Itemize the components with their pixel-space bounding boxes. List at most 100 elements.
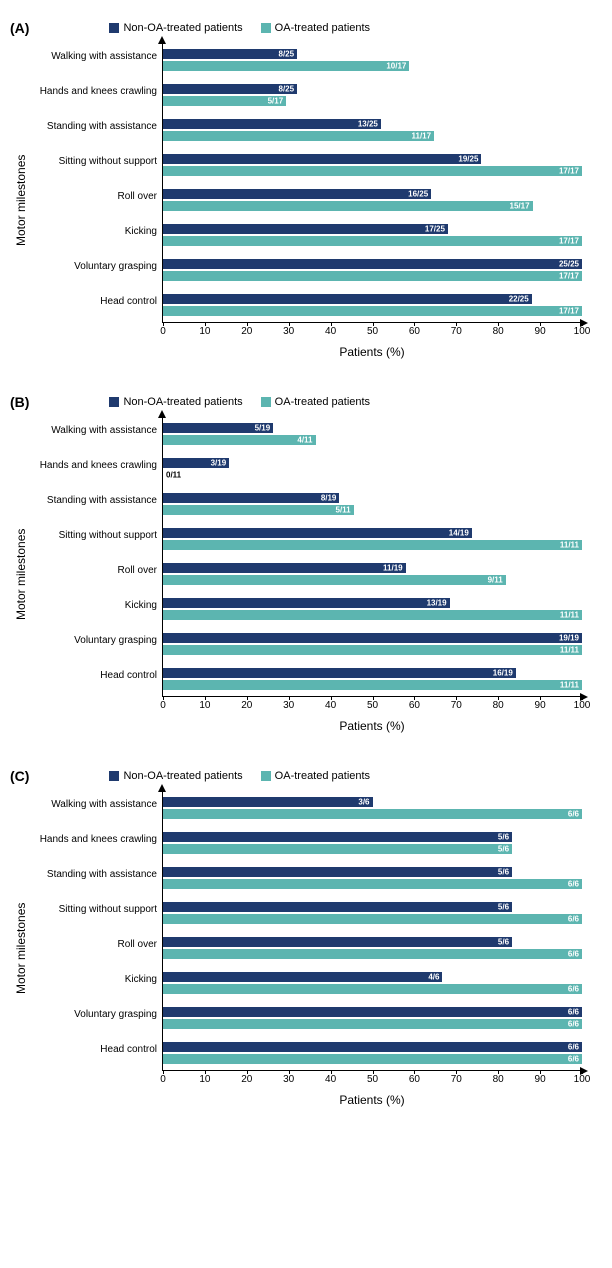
category-label: Roll over (118, 939, 163, 950)
x-axis-label: Patients (%) (162, 345, 582, 359)
bar-non-oa: 3/6 (163, 797, 373, 807)
bar-non-oa: 19/19 (163, 633, 582, 643)
x-tick-label: 40 (325, 700, 336, 711)
bar-label-non-oa: 5/19 (255, 423, 271, 432)
x-tick-label: 100 (574, 700, 591, 711)
category-row: Head control16/1911/11 (163, 668, 582, 690)
y-axis-label: Motor milestones (10, 790, 32, 1107)
bar-oa: 11/11 (163, 610, 582, 620)
category-label: Walking with assistance (51, 51, 163, 62)
bar-non-oa: 22/25 (163, 294, 532, 304)
bar-non-oa: 8/25 (163, 84, 297, 94)
category-label: Hands and knees crawling (40, 834, 163, 845)
bar-label-non-oa: 16/25 (408, 189, 428, 198)
x-tick-label: 50 (367, 700, 378, 711)
bar-non-oa: 5/6 (163, 832, 512, 842)
bar-oa: 11/11 (163, 680, 582, 690)
category-row: Roll over11/199/11 (163, 563, 582, 585)
panel-label: (C) (10, 768, 29, 784)
bar-oa: 17/17 (163, 166, 582, 176)
bar-label-non-oa: 13/25 (358, 119, 378, 128)
category-row: Kicking17/2517/17 (163, 224, 582, 246)
bar-oa: 6/6 (163, 1054, 582, 1064)
x-tick-label: 30 (283, 700, 294, 711)
bar-label-oa: 6/6 (568, 914, 579, 923)
bar-non-oa: 5/6 (163, 867, 512, 877)
bar-oa: 15/17 (163, 201, 533, 211)
x-tick-label: 80 (493, 1074, 504, 1085)
category-row: Sitting without support19/2517/17 (163, 154, 582, 176)
chart-wrap: Motor milestonesWalking with assistance5… (10, 416, 602, 733)
x-tick-label: 10 (199, 1074, 210, 1085)
bar-label-oa: 17/17 (559, 306, 579, 315)
bar-oa: 9/11 (163, 575, 506, 585)
bar-label-oa: 9/11 (488, 575, 503, 584)
bar-oa: 5/11 (163, 505, 354, 515)
bar-non-oa: 8/25 (163, 49, 297, 59)
bar-label-non-oa: 8/19 (321, 493, 337, 502)
panel-header: (A) Non-OA-treated patientsOA-treated pat… (10, 20, 602, 36)
y-axis-arrow-icon (158, 410, 166, 418)
bar-label-non-oa: 13/19 (427, 598, 447, 607)
x-tick-label: 30 (283, 326, 294, 337)
bar-non-oa: 5/6 (163, 902, 512, 912)
category-label: Sitting without support (59, 156, 163, 167)
x-tick-label: 70 (451, 1074, 462, 1085)
bar-label-oa: 10/17 (386, 61, 406, 70)
x-tick-label: 90 (535, 1074, 546, 1085)
bar-label-non-oa: 6/6 (568, 1042, 579, 1051)
x-axis-label: Patients (%) (162, 719, 582, 733)
bar-label-non-oa: 8/25 (279, 49, 295, 58)
chart-body: Walking with assistance8/2510/17Hands an… (32, 42, 602, 359)
bar-label-oa: 6/6 (568, 809, 579, 818)
x-tick-label: 40 (325, 1074, 336, 1085)
x-tick-label: 90 (535, 700, 546, 711)
bar-label-non-oa: 5/6 (498, 832, 509, 841)
bar-label-oa: 5/6 (498, 844, 509, 853)
bar-non-oa: 16/25 (163, 189, 431, 199)
bar-oa: 6/6 (163, 914, 582, 924)
bar-label-non-oa: 16/19 (493, 668, 513, 677)
bar-label-oa: 11/11 (560, 540, 579, 549)
category-label: Standing with assistance (47, 869, 163, 880)
bar-oa: 6/6 (163, 949, 582, 959)
x-tick-label: 100 (574, 326, 591, 337)
panel-B: (B)Non-OA-treated patientsOA-treated pat… (10, 394, 602, 733)
category-row: Voluntary grasping19/1911/11 (163, 633, 582, 655)
category-row: Standing with assistance8/195/11 (163, 493, 582, 515)
x-tick-label: 80 (493, 700, 504, 711)
bar-oa: 11/11 (163, 540, 582, 550)
category-label: Walking with assistance (51, 799, 163, 810)
plot-area: Walking with assistance8/2510/17Hands an… (162, 42, 582, 323)
legend: Non-OA-treated patientsOA-treated patien… (109, 396, 370, 408)
legend-item-oa: OA-treated patients (261, 22, 370, 34)
bar-label-non-oa: 4/6 (428, 972, 439, 981)
x-tick-label: 80 (493, 326, 504, 337)
bar-label-oa: 17/17 (559, 271, 579, 280)
bar-oa: 6/6 (163, 809, 582, 819)
legend: Non-OA-treated patientsOA-treated patien… (109, 22, 370, 34)
category-row: Sitting without support14/1911/11 (163, 528, 582, 550)
x-tick-label: 90 (535, 326, 546, 337)
bar-oa: 6/6 (163, 879, 582, 889)
category-label: Kicking (125, 974, 163, 985)
panel-label: (A) (10, 20, 29, 36)
x-tick-label: 60 (409, 326, 420, 337)
bar-label-non-oa: 11/19 (383, 563, 403, 572)
bar-label-non-oa: 3/19 (211, 458, 227, 467)
plot-area: Walking with assistance5/194/11Hands and… (162, 416, 582, 697)
bar-label-oa: 17/17 (559, 166, 579, 175)
swatch-non-oa (109, 397, 119, 407)
category-row: Hands and knees crawling5/65/6 (163, 832, 582, 854)
chart-body: Walking with assistance3/6 6/6 Hands and k… (32, 790, 602, 1107)
x-tick-label: 30 (283, 1074, 294, 1085)
bar-label-non-oa: 17/25 (425, 224, 445, 233)
bar-non-oa: 14/19 (163, 528, 472, 538)
x-tick-label: 0 (160, 700, 166, 711)
category-row: Roll over16/2515/17 (163, 189, 582, 211)
bar-oa: 11/11 (163, 645, 582, 655)
category-row: Kicking13/1911/11 (163, 598, 582, 620)
legend-item-oa: OA-treated patients (261, 770, 370, 782)
bar-non-oa: 16/19 (163, 668, 516, 678)
x-tick-label: 10 (199, 326, 210, 337)
